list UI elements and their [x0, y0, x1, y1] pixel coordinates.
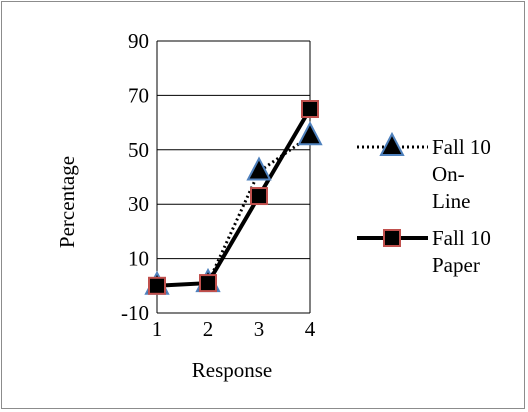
- data-point-s1-2: [250, 187, 268, 206]
- x-tick-label: 3: [254, 317, 265, 341]
- plot-area: [156, 41, 311, 313]
- x-tick-label: 1: [152, 317, 163, 341]
- y-tick-label: 50: [128, 138, 149, 162]
- data-point-s1-3: [301, 100, 319, 118]
- y-tick-label: 10: [128, 247, 149, 271]
- y-axis-ticks: -10 10 30 50 70 90: [121, 29, 149, 325]
- y-tick-label: 30: [128, 192, 149, 216]
- data-point-s0-2: [246, 156, 272, 181]
- legend-label: Fall 10: [432, 226, 491, 250]
- gridlines: [157, 40, 310, 314]
- y-tick-label: 70: [128, 83, 149, 107]
- y-axis-label: Percentage: [55, 156, 79, 248]
- series-markers: [144, 100, 323, 295]
- series-line-0: [156, 134, 311, 288]
- legend-label: On-: [432, 162, 465, 186]
- legend-label: Line: [432, 189, 470, 213]
- series-lines: [156, 107, 312, 288]
- series-line-1: [156, 107, 312, 288]
- y-tick-label: 90: [128, 29, 149, 53]
- y-tick-label: -10: [121, 301, 149, 325]
- legend-label: Fall 10: [432, 135, 491, 159]
- data-point-s1-1: [199, 274, 217, 293]
- legend-marker-1: [383, 229, 401, 247]
- legend-marker-0: [379, 131, 405, 156]
- legend-label: Paper: [432, 253, 480, 277]
- x-axis-label: Response: [192, 358, 273, 382]
- data-point-s1-0: [148, 276, 166, 295]
- x-tick-label: 4: [305, 317, 316, 341]
- legend: Fall 10 On- Line Fall 10 Paper: [357, 131, 491, 277]
- data-point-s0-3: [297, 121, 323, 146]
- x-tick-label: 2: [203, 317, 214, 341]
- x-axis-ticks: 1 2 3 4: [152, 317, 316, 341]
